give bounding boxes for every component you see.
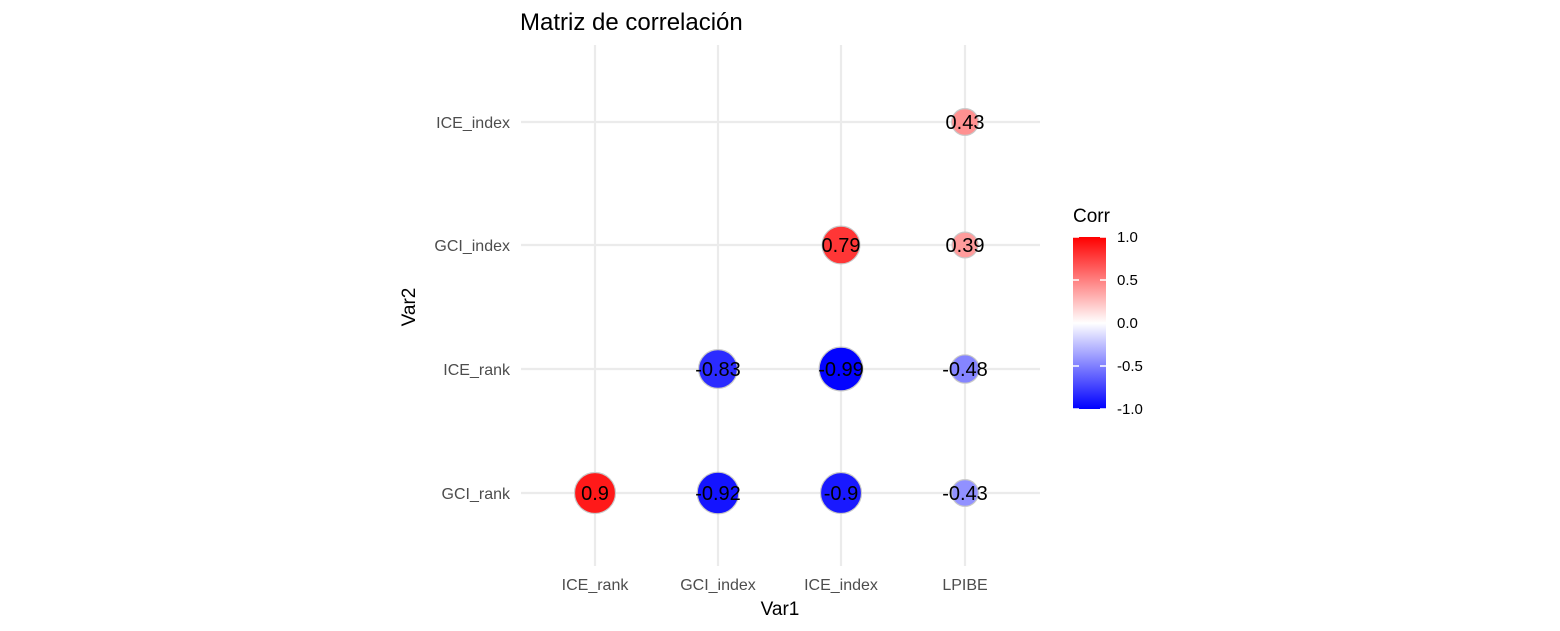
- chart-title: Matriz de correlación: [520, 9, 743, 36]
- y-tick-label: GCI_rank: [442, 486, 511, 503]
- corr-circle: [950, 107, 979, 136]
- correlation-marks: 0.9 -0.92 -0.9 -0.43 -0.83 -0.99 -0.48 0.79 0.39…: [573, 107, 988, 515]
- x-tick-label: ICE_index: [804, 577, 878, 594]
- corr-value-label: -0.99: [818, 359, 864, 381]
- y-tick-label: ICE_index: [436, 115, 510, 132]
- legend-tick-label: -0.5: [1117, 358, 1143, 375]
- corr-circle: [573, 471, 617, 515]
- corr-value-label: 0.9: [581, 483, 609, 505]
- legend-tick-label: -1.0: [1117, 401, 1143, 418]
- corr-value-label: 0.43: [946, 112, 985, 134]
- corr-circle: [821, 225, 861, 265]
- corr-value-label: 0.79: [822, 235, 861, 257]
- corr-circle: [950, 354, 980, 384]
- y-axis-title: Var2: [399, 288, 420, 327]
- x-tick-label: LPIBE: [942, 577, 987, 594]
- legend-tick-label: 0.0: [1117, 315, 1138, 332]
- y-tick-label: ICE_rank: [443, 362, 511, 379]
- corr-value-label: -0.43: [942, 483, 988, 505]
- x-axis-ticks: ICE_rank GCI_index ICE_index LPIBE: [562, 577, 988, 594]
- corr-value-label: 0.39: [946, 235, 985, 257]
- legend-tick-label: 1.0: [1117, 229, 1138, 246]
- y-tick-label: GCI_index: [434, 238, 510, 255]
- corr-circle: [819, 471, 863, 515]
- color-legend: Corr 1.0 0.5 0.0 -0.5 -1.0: [1073, 206, 1143, 418]
- x-axis-title: Var1: [761, 599, 800, 620]
- legend-ticks: 1.0 0.5 0.0 -0.5 -1.0: [1073, 229, 1143, 418]
- corr-circle: [697, 349, 738, 390]
- corr-value-label: -0.92: [695, 483, 741, 505]
- legend-title: Corr: [1073, 206, 1111, 227]
- corr-circle: [951, 231, 979, 259]
- corr-circle: [950, 479, 979, 508]
- corr-circle: [696, 471, 740, 515]
- corr-circle: [818, 346, 864, 392]
- corr-value-label: -0.48: [942, 359, 988, 381]
- x-tick-label: ICE_rank: [562, 577, 630, 594]
- x-tick-label: GCI_index: [680, 577, 756, 594]
- corr-value-label: -0.9: [824, 483, 858, 505]
- corr-value-label: -0.83: [695, 359, 741, 381]
- legend-tick-label: 0.5: [1117, 272, 1138, 289]
- y-axis-ticks: GCI_rank ICE_rank GCI_index ICE_index: [434, 115, 511, 503]
